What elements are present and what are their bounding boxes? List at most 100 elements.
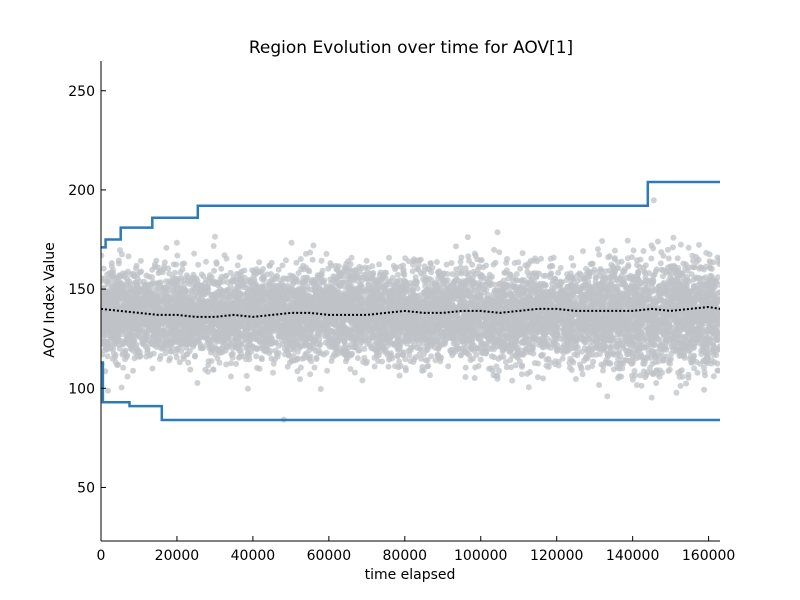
scatter-point — [254, 364, 261, 371]
scatter-point — [677, 382, 684, 389]
scatter-point — [701, 369, 708, 375]
scatter-point — [691, 365, 698, 372]
scatter-point — [171, 269, 178, 276]
scatter-point — [448, 260, 455, 266]
scatter-point — [101, 252, 105, 259]
scatter-point — [307, 371, 314, 378]
scatter-point — [573, 282, 580, 289]
scatter-point — [386, 254, 392, 261]
scatter-point — [385, 363, 392, 370]
scatter-point — [657, 260, 664, 267]
scatter-point — [666, 366, 673, 373]
scatter-point — [363, 257, 370, 264]
scatter-point — [270, 360, 277, 367]
scatter-point — [130, 367, 136, 374]
scatter-point — [633, 382, 640, 388]
scatter-point — [596, 251, 603, 258]
scatter-point — [428, 353, 435, 360]
scatter-point — [494, 229, 501, 236]
scatter-point — [483, 262, 490, 269]
scatter-point — [701, 364, 707, 371]
scatter-point — [669, 244, 676, 251]
scatter-point — [104, 353, 111, 360]
scatter-point — [177, 269, 184, 276]
scatter-point — [457, 352, 464, 358]
scatter-point — [270, 369, 276, 376]
scatter-point — [427, 372, 433, 379]
scatter-point — [478, 257, 485, 264]
scatter-point — [124, 373, 131, 380]
scatter-point — [453, 243, 459, 250]
scatter-point — [631, 368, 638, 374]
scatter-point — [493, 363, 500, 370]
scatter-point — [512, 362, 519, 369]
scatter-point — [359, 377, 366, 384]
scatter-point — [354, 278, 361, 284]
scatter-point — [509, 377, 516, 384]
scatter-point — [625, 262, 632, 269]
scatter-point — [418, 355, 425, 362]
scatter-point — [557, 264, 564, 271]
scatter-point — [210, 366, 217, 373]
scatter-point — [149, 365, 156, 372]
scatter-point — [115, 361, 122, 368]
scatter-point — [203, 258, 209, 265]
scatter-point — [157, 279, 164, 286]
scatter-point — [105, 387, 111, 394]
scatter-point — [157, 353, 164, 359]
scatter-points — [101, 197, 720, 423]
scatter-point — [677, 241, 684, 248]
scatter-point — [679, 373, 686, 380]
scatter-point — [599, 238, 606, 244]
scatter-point — [327, 276, 334, 283]
scatter-point — [543, 362, 550, 369]
scatter-point — [595, 246, 601, 253]
scatter-point — [471, 375, 478, 381]
scatter-point — [288, 239, 295, 246]
scatter-point — [409, 268, 416, 275]
scatter-point — [551, 275, 558, 282]
scatter-point — [469, 355, 476, 362]
scatter-point — [504, 256, 510, 262]
scatter-point — [316, 336, 323, 343]
scatter-point — [194, 380, 201, 386]
scatter-point — [236, 254, 243, 261]
scatter-point — [638, 382, 645, 389]
scatter-point — [396, 372, 403, 379]
scatter-point — [519, 250, 526, 257]
scatter-point — [674, 255, 681, 262]
scatter-point — [146, 352, 153, 359]
scatter-point — [710, 373, 717, 380]
scatter-point — [402, 367, 409, 374]
scatter-point — [371, 363, 378, 370]
scatter-point — [295, 279, 302, 285]
scatter-point — [654, 238, 661, 245]
scatter-point — [503, 364, 510, 371]
scatter-point — [187, 279, 194, 285]
scatter-point — [630, 247, 637, 254]
scatter-point — [457, 258, 464, 265]
scatter-point — [449, 271, 456, 278]
scatter-point — [611, 255, 618, 262]
scatter-point — [570, 310, 577, 317]
scatter-point — [213, 259, 220, 266]
scatter-point — [694, 369, 701, 376]
scatter-point — [525, 384, 532, 391]
scatter-point — [169, 274, 176, 281]
scatter-point — [101, 265, 107, 272]
scatter-point — [309, 256, 316, 263]
scatter-point — [491, 246, 498, 253]
scatter-point — [120, 364, 127, 371]
scatter-point — [462, 374, 469, 380]
scatter-point — [184, 274, 191, 281]
scatter-point — [290, 273, 297, 280]
scatter-point — [433, 259, 440, 265]
scatter-point — [166, 270, 173, 277]
scatter-point — [410, 359, 417, 365]
scatter-point — [256, 259, 263, 266]
scatter-point — [118, 384, 125, 391]
scatter-point — [604, 393, 611, 400]
scatter-point — [578, 348, 585, 355]
scatter-point — [637, 372, 644, 379]
scatter-point — [670, 343, 677, 350]
